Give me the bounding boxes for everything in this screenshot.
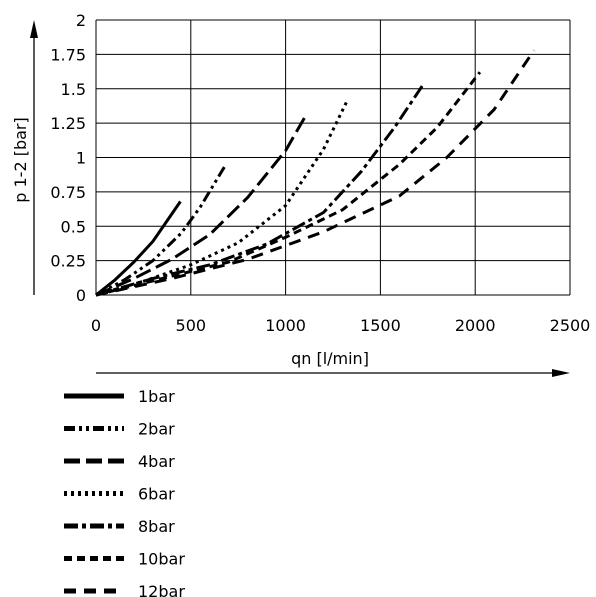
legend-label-6bar: 6bar xyxy=(138,485,175,504)
x-tick-labels: 0 500 1000 1500 2000 2500 xyxy=(91,316,590,335)
grid xyxy=(95,19,571,296)
series-line-1bar xyxy=(95,200,182,297)
legend-label-4bar: 4bar xyxy=(138,452,175,471)
series-line-4bar xyxy=(95,116,306,297)
y-axis-arrow-head xyxy=(30,20,38,38)
series-line-6bar xyxy=(95,101,348,297)
x-tick-label: 500 xyxy=(176,316,207,335)
x-axis-label: qn [l/min] xyxy=(291,349,369,368)
series-line-8bar xyxy=(95,82,426,297)
x-tick-label: 1500 xyxy=(360,316,401,335)
series-lines xyxy=(95,49,536,297)
legend-label-2bar: 2bar xyxy=(138,420,175,439)
y-tick-label: 0 xyxy=(76,286,86,305)
series-line-10bar xyxy=(95,71,482,297)
legend-label-8bar: 8bar xyxy=(138,517,175,536)
y-tick-labels: 0 0.25 0.5 0.75 1 1.25 1.5 1.75 2 xyxy=(50,11,86,305)
y-tick-label: 1.25 xyxy=(50,114,86,133)
y-tick-label: 0.25 xyxy=(50,252,86,271)
legend: 1bar 2bar 4bar 6bar 8bar 10bar 12bar xyxy=(64,387,185,597)
y-tick-label: 1.75 xyxy=(50,45,86,64)
y-tick-label: 0.5 xyxy=(61,217,86,236)
y-tick-label: 1 xyxy=(76,149,86,168)
y-axis-label: p 1-2 [bar] xyxy=(11,117,30,202)
x-tick-label: 1000 xyxy=(265,316,306,335)
series-line-12bar xyxy=(95,49,536,297)
x-axis-arrow-head xyxy=(552,369,570,377)
x-tick-label: 0 xyxy=(91,316,101,335)
x-tick-label: 2000 xyxy=(455,316,496,335)
y-tick-label: 0.75 xyxy=(50,183,86,202)
series-line-2bar xyxy=(95,163,228,297)
legend-label-10bar: 10bar xyxy=(138,550,185,569)
axes xyxy=(30,20,570,377)
legend-label-1bar: 1bar xyxy=(138,387,175,406)
y-tick-label: 2 xyxy=(76,11,86,30)
y-tick-label: 1.5 xyxy=(61,80,86,99)
x-tick-label: 2500 xyxy=(550,316,591,335)
legend-label-12bar: 12bar xyxy=(138,582,185,597)
